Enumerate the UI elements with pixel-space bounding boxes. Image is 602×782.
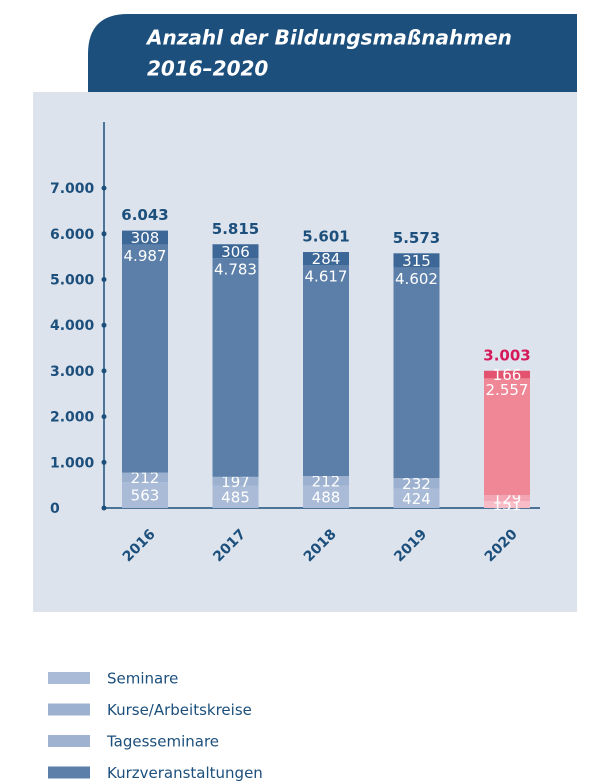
- value-label: 306: [221, 243, 250, 261]
- legend-swatch: [48, 703, 90, 716]
- total-label: 5.573: [393, 229, 440, 247]
- y-tick-label: 2.000: [50, 410, 95, 426]
- y-tick-mark: [101, 231, 107, 237]
- value-label: 232: [402, 475, 431, 493]
- y-tick-mark: [101, 368, 107, 374]
- bar-segment: [484, 378, 530, 496]
- bar-segment: [484, 501, 530, 508]
- bar-segment: [393, 478, 440, 489]
- value-label: 4.602: [395, 270, 438, 288]
- legend-swatch: [48, 766, 90, 779]
- bar-segment: [303, 252, 349, 266]
- value-label: 488: [312, 488, 341, 506]
- value-label: 212: [312, 472, 341, 490]
- y-tick-mark: [101, 277, 107, 282]
- value-label: 315: [402, 252, 431, 270]
- legend-label: Seminare: [107, 670, 178, 688]
- bar-segment: [122, 472, 168, 483]
- value-label: 424: [402, 490, 431, 508]
- bar-segment: [122, 482, 168, 508]
- y-tick-label: 4.000: [50, 318, 95, 334]
- y-tick-mark: [101, 185, 107, 191]
- bar-segment: [484, 495, 530, 502]
- value-label: 4.987: [124, 247, 167, 265]
- value-label: 4.617: [305, 268, 348, 286]
- value-label: 197: [221, 473, 250, 491]
- y-tick-mark: [101, 414, 107, 420]
- header-band: [88, 14, 577, 92]
- total-label: 5.815: [212, 220, 259, 238]
- y-tick-label: 6.000: [50, 227, 95, 243]
- total-label: 5.601: [302, 228, 349, 246]
- value-label: 485: [221, 488, 250, 506]
- y-tick-label: 5.000: [50, 273, 95, 289]
- total-label: 6.043: [121, 206, 168, 224]
- value-label: 212: [131, 469, 160, 487]
- bar-segment: [393, 253, 440, 268]
- legend-label: Tagesseminare: [106, 733, 219, 751]
- legend-swatch: [48, 672, 90, 684]
- y-tick-mark: [101, 505, 107, 511]
- bar-segment: [393, 488, 440, 508]
- bar-segment: [212, 485, 259, 508]
- bar-segment: [212, 476, 259, 486]
- bar-segment: [122, 230, 168, 245]
- bar-segment: [303, 476, 349, 486]
- bar-segment: [393, 267, 440, 479]
- bar-segment: [484, 370, 530, 379]
- bar-segment: [303, 485, 349, 508]
- value-label: 563: [131, 487, 160, 505]
- chart-title: Anzahl der Bildungsmaßnahmen: [145, 26, 512, 50]
- y-tick-label: 3.000: [50, 364, 95, 380]
- value-label: 284: [312, 250, 341, 268]
- total-label: 3.003: [483, 346, 530, 364]
- bar-segment: [212, 258, 259, 477]
- y-tick-mark: [101, 459, 107, 465]
- value-label: 166: [493, 366, 522, 384]
- legend-label: Kurse/Arbeitskreise: [107, 701, 252, 719]
- y-tick-label: 0: [50, 501, 60, 517]
- chart-title: 2016–2020: [147, 57, 268, 81]
- bar-segment: [212, 244, 259, 259]
- legend-swatch: [48, 735, 90, 747]
- value-label: 308: [131, 229, 160, 247]
- bar-segment: [122, 244, 168, 473]
- legend-label: Kurzveranstaltungen: [107, 764, 263, 782]
- value-label: 2.557: [486, 381, 529, 399]
- value-label: 4.783: [214, 261, 257, 279]
- y-tick-mark: [101, 322, 107, 328]
- y-tick-label: 7.000: [50, 181, 95, 197]
- y-tick-label: 1.000: [50, 455, 95, 471]
- bar-segment: [303, 265, 349, 477]
